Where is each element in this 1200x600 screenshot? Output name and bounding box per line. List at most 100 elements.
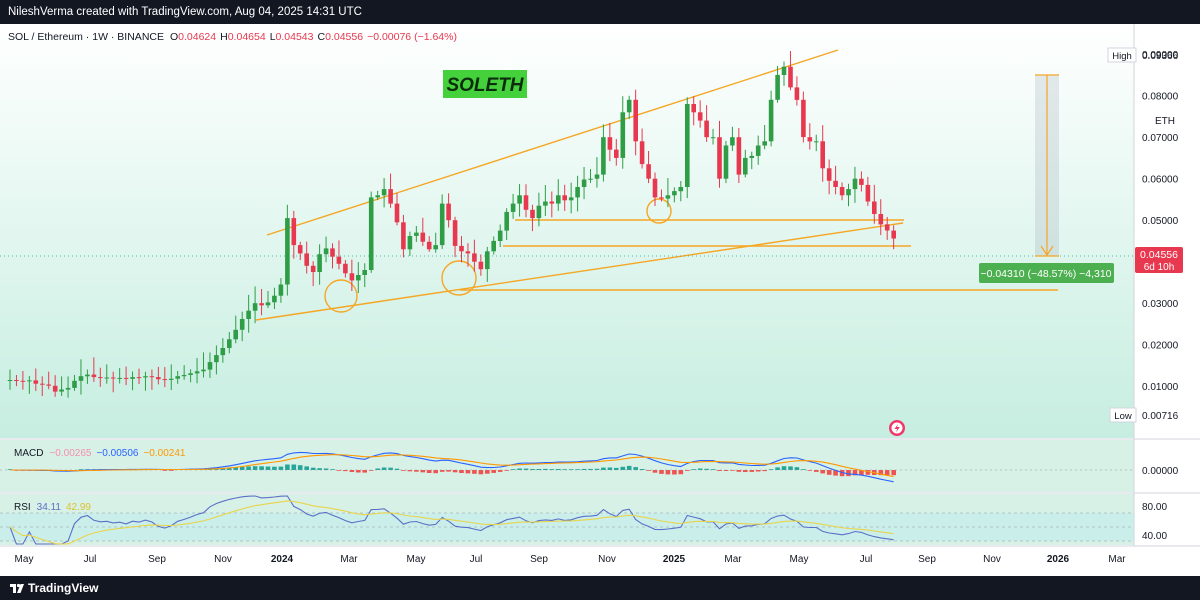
candle-body[interactable]: [72, 380, 77, 388]
candle-body[interactable]: [446, 203, 451, 221]
candle-body[interactable]: [394, 203, 400, 223]
candle-body[interactable]: [259, 303, 264, 306]
candle-body[interactable]: [730, 137, 735, 146]
candlestick-series[interactable]: [7, 51, 896, 398]
candle-body[interactable]: [59, 389, 64, 392]
candle-body[interactable]: [310, 265, 316, 272]
rsi-indicator[interactable]: [0, 495, 1134, 545]
candle-body[interactable]: [201, 369, 206, 372]
highlight-circle[interactable]: [646, 198, 672, 224]
candle-body[interactable]: [426, 241, 432, 250]
candle-body[interactable]: [594, 174, 600, 179]
candle-body[interactable]: [149, 376, 155, 378]
candle-body[interactable]: [865, 184, 871, 202]
candle-body[interactable]: [510, 203, 516, 212]
candle-body[interactable]: [807, 137, 813, 142]
candle-body[interactable]: [420, 232, 426, 242]
candle-body[interactable]: [265, 302, 271, 306]
candle-body[interactable]: [820, 141, 825, 169]
candle-body[interactable]: [620, 112, 626, 158]
candle-body[interactable]: [678, 187, 684, 192]
macd-pane[interactable]: [0, 440, 1134, 492]
candle-body[interactable]: [233, 329, 238, 340]
candle-body[interactable]: [175, 376, 180, 379]
candle-body[interactable]: [826, 168, 832, 181]
candle-body[interactable]: [362, 270, 367, 275]
highlight-circle[interactable]: [441, 260, 477, 296]
candle-body[interactable]: [833, 180, 838, 187]
candle-body[interactable]: [252, 303, 258, 311]
candle-body[interactable]: [814, 141, 819, 143]
candle-body[interactable]: [156, 377, 161, 380]
candle-body[interactable]: [214, 355, 219, 363]
main-pane[interactable]: [0, 24, 1134, 438]
candle-body[interactable]: [588, 178, 593, 180]
candle-body[interactable]: [704, 120, 709, 138]
candle-body[interactable]: [356, 275, 361, 281]
candle-body[interactable]: [330, 248, 335, 257]
candle-body[interactable]: [65, 387, 71, 390]
candle-body[interactable]: [523, 195, 529, 210]
macd-indicator[interactable]: [0, 451, 1134, 483]
candle-body[interactable]: [872, 201, 877, 215]
trendlines[interactable]: [255, 49, 1058, 321]
candle-body[interactable]: [368, 197, 374, 270]
candle-body[interactable]: [117, 377, 122, 379]
soleth-label-box[interactable]: [443, 70, 527, 98]
candle-body[interactable]: [743, 157, 748, 175]
candle-body[interactable]: [91, 374, 97, 378]
candle-body[interactable]: [736, 137, 742, 175]
candle-body[interactable]: [33, 380, 39, 384]
candle-body[interactable]: [143, 376, 148, 378]
current-price-box[interactable]: [1135, 247, 1183, 273]
candle-body[interactable]: [639, 141, 645, 165]
candle-body[interactable]: [291, 218, 297, 246]
candle-body[interactable]: [414, 232, 419, 236]
candle-body[interactable]: [123, 377, 129, 379]
candle-body[interactable]: [168, 378, 174, 380]
candle-body[interactable]: [755, 145, 761, 156]
highlight-circle[interactable]: [324, 279, 358, 313]
candle-body[interactable]: [14, 380, 19, 381]
candle-body[interactable]: [504, 211, 509, 231]
candle-body[interactable]: [27, 380, 32, 382]
candle-body[interactable]: [556, 195, 561, 204]
candle-body[interactable]: [401, 222, 406, 250]
candle-body[interactable]: [104, 377, 110, 379]
candle-body[interactable]: [207, 362, 213, 370]
candle-body[interactable]: [665, 195, 671, 199]
candle-body[interactable]: [788, 66, 793, 88]
candle-body[interactable]: [317, 254, 322, 272]
candle-body[interactable]: [459, 245, 464, 252]
candle-body[interactable]: [78, 376, 84, 381]
candle-body[interactable]: [768, 99, 774, 142]
candle-body[interactable]: [581, 179, 587, 188]
candle-body[interactable]: [794, 87, 800, 100]
candle-body[interactable]: [343, 263, 348, 274]
candle-body[interactable]: [304, 253, 309, 266]
candle-body[interactable]: [543, 201, 548, 206]
candle-body[interactable]: [40, 383, 45, 385]
candle-body[interactable]: [762, 141, 767, 146]
candle-body[interactable]: [626, 99, 632, 113]
channel-upper-line[interactable]: [266, 49, 839, 236]
chart-canvas[interactable]: SOL / Ethereum · 1W · BINANCE O0.04624 H0.…: [0, 24, 1200, 576]
channel-lower-line[interactable]: [255, 222, 904, 321]
candle-body[interactable]: [846, 189, 851, 196]
candle-body[interactable]: [85, 374, 90, 377]
candle-body[interactable]: [336, 256, 342, 264]
candle-body[interactable]: [575, 187, 580, 198]
candle-body[interactable]: [297, 245, 303, 254]
candle-body[interactable]: [568, 197, 574, 201]
rsi-pane[interactable]: [0, 494, 1134, 545]
candle-body[interactable]: [188, 373, 193, 375]
candle-body[interactable]: [220, 348, 226, 356]
candle-body[interactable]: [194, 371, 200, 374]
candle-body[interactable]: [162, 379, 168, 381]
candle-body[interactable]: [52, 385, 58, 392]
candle-body[interactable]: [136, 377, 142, 379]
price-scale[interactable]: [1134, 24, 1200, 546]
candle-body[interactable]: [891, 230, 896, 239]
candle-body[interactable]: [710, 137, 716, 139]
candle-body[interactable]: [633, 99, 638, 142]
